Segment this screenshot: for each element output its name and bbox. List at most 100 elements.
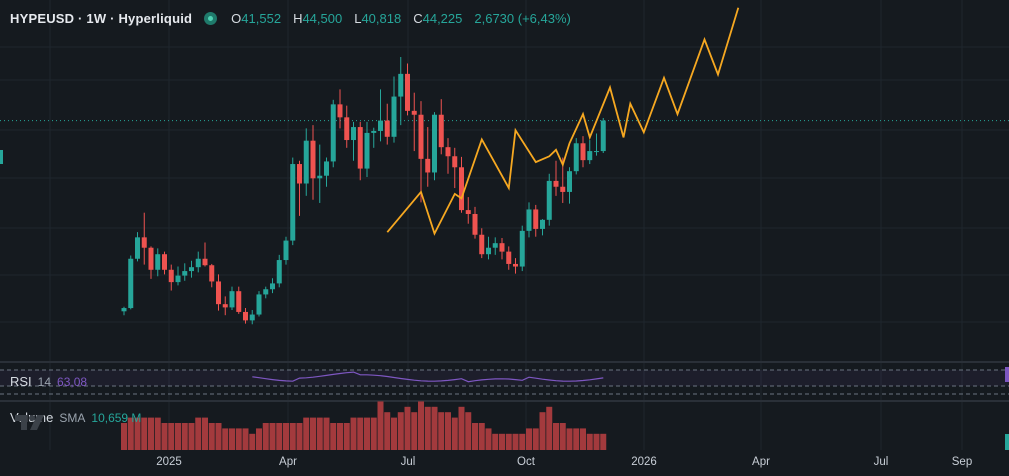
volume-bar [404,406,411,450]
rsi-line [252,371,604,383]
candle-body [229,291,235,308]
x-axis-label: 2025 [156,456,182,468]
x-axis-label: Jul [400,456,416,468]
volume-bar [276,423,283,450]
volume-bar [208,423,215,450]
x-axis-label: 2026 [631,456,657,468]
volume-bar [512,433,519,450]
rsi-axis-marker [1005,367,1009,382]
candle-body [290,164,296,241]
volume-bar [357,417,364,450]
candle-body [580,143,586,161]
candle-body [168,269,174,283]
change-value: 2,6730 (+6,43%) [474,10,571,26]
candle-body [600,120,606,152]
volume-bar [586,433,593,450]
candle-body [195,258,201,268]
volume-bar [478,423,485,450]
high-value: 44,500 [302,10,343,26]
volume-bar [283,423,289,450]
close-value: 44,225 [422,10,463,26]
volume-bar [215,423,222,450]
rsi-legend[interactable]: RSI 14 63,08 [10,374,87,389]
candle-body [425,158,431,173]
volume-bar [505,433,512,450]
volume-bar [600,433,607,450]
candle-body [526,209,532,231]
market-status-icon [204,11,218,25]
candle-body [175,275,181,283]
candle-body [141,237,147,248]
candle-body [135,237,140,259]
candle-body [182,271,188,276]
rsi-band [0,370,1009,386]
candle-body [418,114,424,159]
candle-body [148,247,154,270]
candle-body [303,140,309,184]
volume-bar [269,423,276,450]
volume-bar [337,423,343,450]
volume-bar [262,423,269,450]
volume-bar [485,428,492,450]
volume-bar [121,423,127,450]
symbol-legend[interactable]: HYPEUSD · 1W · Hyperliquid O41,552 H44,5… [10,8,575,28]
candle-body [384,120,390,137]
candle-body [189,267,194,272]
candle-body [330,104,336,162]
volume-bar [566,428,573,450]
rsi-length: 14 [37,374,52,389]
candle-body [587,151,593,161]
volume-bar [553,423,559,450]
candle-body [276,260,282,284]
volume-bar [499,433,505,450]
volume-bar [580,428,586,450]
candle-body [398,73,404,97]
volume-bar [229,428,235,450]
tradingview-logo-icon[interactable] [13,411,47,433]
candle-body [310,140,316,179]
volume-bar [424,406,431,450]
symbol-title[interactable]: HYPEUSD · 1W · Hyperliquid [10,10,193,26]
volume-bar [377,401,384,450]
high-label: H [293,10,303,26]
candle-body [499,243,505,252]
volume-bar [593,433,600,450]
volume-bar [256,428,262,450]
candle-body [465,210,471,214]
volume-bar [384,412,391,450]
candle-body [202,258,208,266]
volume-bar [316,417,323,450]
candle-body [344,117,350,141]
volume-bar [391,417,397,450]
candle-body [236,291,242,312]
candle-body [263,289,269,295]
candle-body [317,175,323,179]
candle-body [438,114,444,148]
x-axis-label: Sep [951,456,973,468]
volume-bar [519,433,526,450]
volume-bar [458,406,465,450]
volume-bar [303,417,310,450]
volume-value: 10,659 M [91,410,142,425]
candle-body [378,120,383,131]
candle-body [256,294,262,315]
x-axis-label: Apr [279,456,297,468]
volume-bar [546,406,553,450]
candle-body [283,240,289,261]
candle-body [351,127,356,141]
volume-bar [127,417,134,450]
candle-body [155,254,161,270]
candle-body [216,281,221,305]
candle-body [533,209,539,229]
candle-body [162,254,167,270]
candle-body [459,167,464,211]
volume-bar [451,417,458,450]
low-value: 40,818 [361,10,402,26]
candle-body [546,180,552,220]
candle-body [405,73,410,111]
candle-body [364,132,370,169]
x-axis-label: Apr [752,456,770,468]
volume-bar [181,423,188,450]
